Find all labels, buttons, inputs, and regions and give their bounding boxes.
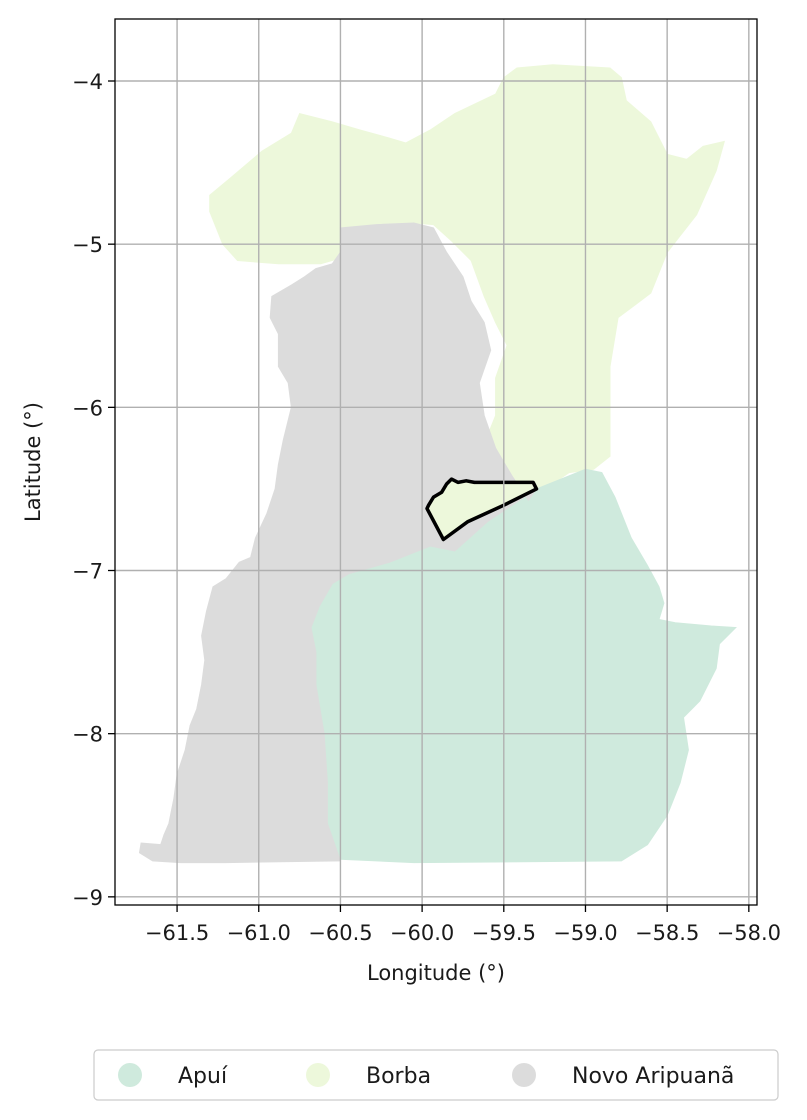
- legend-label-novo-aripuana: Novo Aripuanã: [572, 1064, 734, 1089]
- legend-marker-borba: [306, 1063, 330, 1087]
- y-tick-label: −5: [72, 233, 103, 257]
- x-tick-label: −61.0: [227, 921, 291, 945]
- ticks-layer: −61.5 −61.0 −60.5 −60.0 −59.5 −59.0 −58.5 −58.0…: [72, 70, 781, 945]
- legend-marker-apui: [118, 1063, 142, 1087]
- y-tick-label: −8: [72, 723, 103, 747]
- y-tick-label: −6: [72, 396, 103, 420]
- legend-label-borba: Borba: [366, 1064, 431, 1089]
- x-tick-label: −58.0: [717, 921, 781, 945]
- highlight-layer: [425, 477, 539, 542]
- y-tick-label: −9: [72, 886, 103, 910]
- grid-layer: [115, 19, 757, 905]
- y-tick-label: −7: [72, 560, 103, 584]
- region-borba: [209, 64, 726, 552]
- x-tick-label: −59.0: [553, 921, 617, 945]
- y-axis-label: Latitude (°): [21, 402, 45, 522]
- x-tick-label: −60.5: [308, 921, 372, 945]
- region-novo-aripuana: [138, 222, 537, 864]
- x-axis-label: Longitude (°): [367, 961, 505, 985]
- x-tick-label: −60.0: [390, 921, 454, 945]
- regions-layer: [138, 64, 737, 864]
- legend-frame: [93, 1049, 779, 1101]
- legend: Apuí Borba Novo Aripuanã: [93, 1049, 779, 1101]
- highlighted-area-outline: [425, 477, 539, 542]
- legend-label-apui: Apuí: [178, 1064, 228, 1089]
- x-tick-label: −61.5: [145, 921, 209, 945]
- x-tick-label: −58.5: [635, 921, 699, 945]
- y-tick-label: −4: [72, 70, 103, 94]
- x-tick-label: −59.5: [472, 921, 536, 945]
- legend-marker-novo-aripuana: [512, 1063, 536, 1087]
- axes-frame: [114, 18, 758, 906]
